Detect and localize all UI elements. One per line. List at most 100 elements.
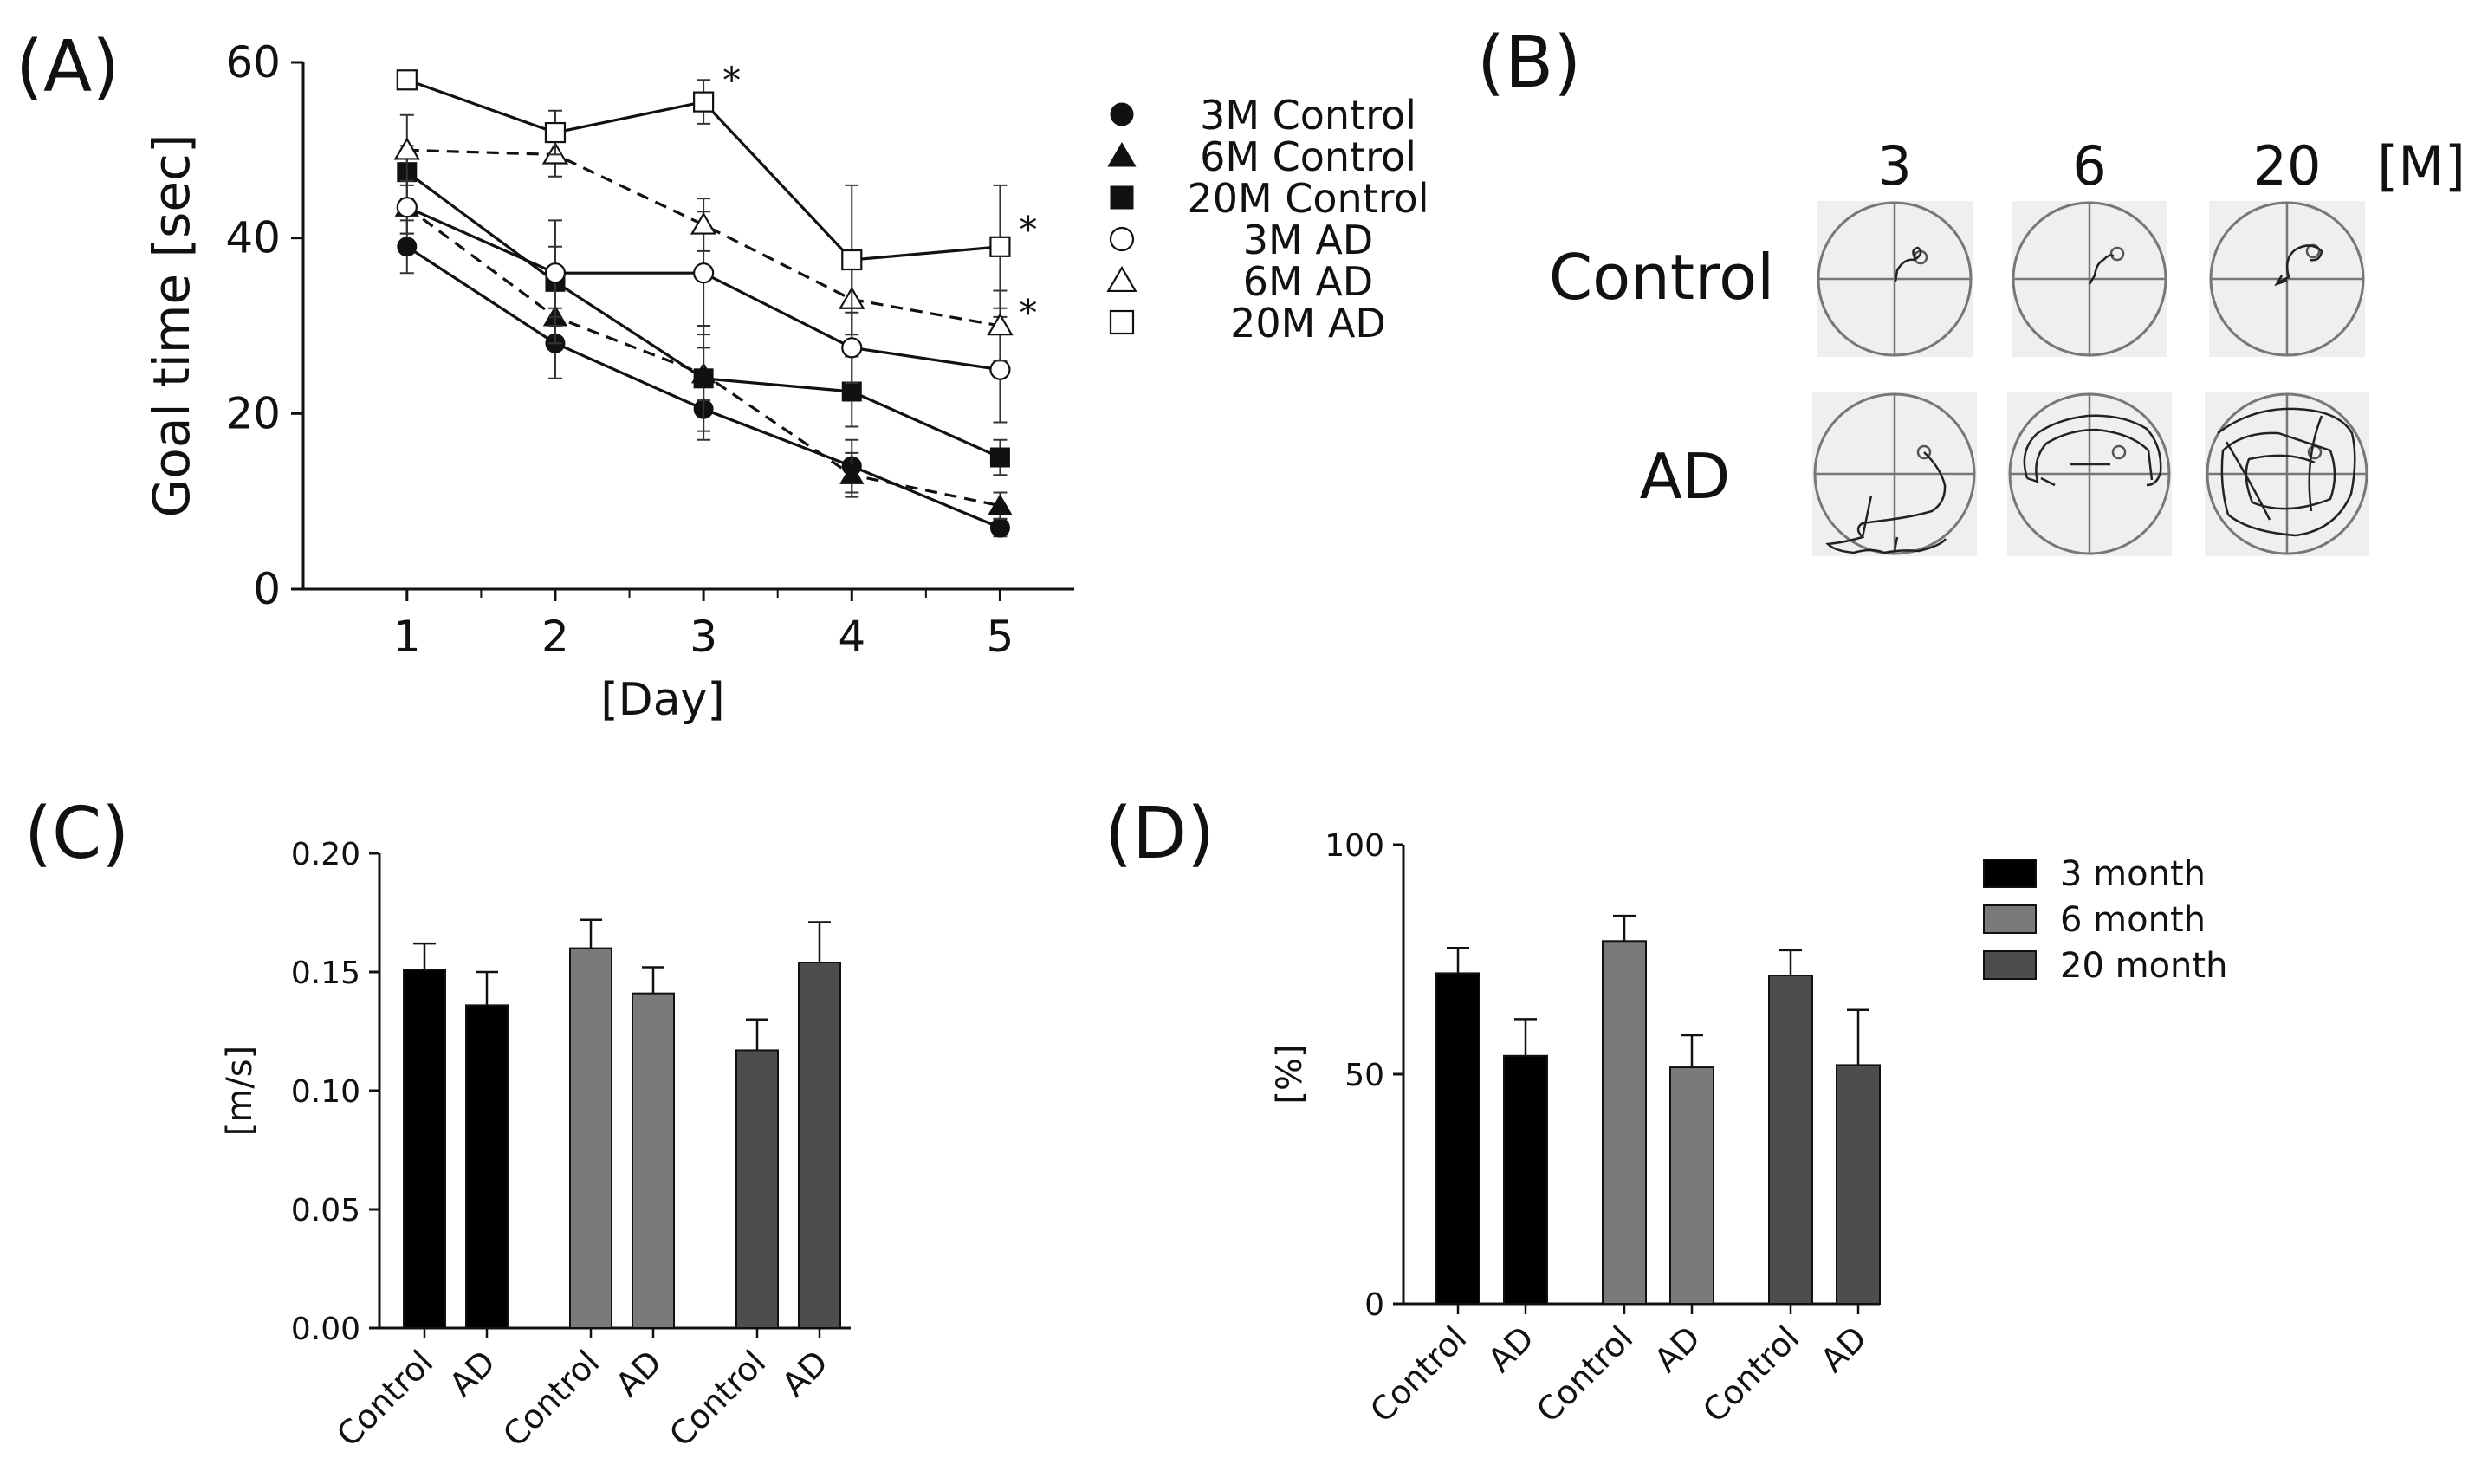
panel-b-label: (B) bbox=[1477, 22, 1581, 104]
panel-d-label: (D) bbox=[1105, 793, 1215, 875]
a-significance-mark: * bbox=[722, 59, 741, 101]
legend-swatch bbox=[1983, 950, 2037, 980]
a-x-tick-label: 3 bbox=[690, 612, 717, 662]
a-data-point bbox=[989, 517, 1010, 538]
legend-swatch bbox=[1983, 859, 2037, 888]
panel-c-label: (C) bbox=[24, 793, 129, 875]
a-data-point bbox=[989, 447, 1010, 468]
x-tick-label: Control bbox=[1695, 1319, 1806, 1429]
a-series-3m-ad bbox=[396, 179, 1011, 424]
a-x-tick-label: 1 bbox=[393, 612, 421, 662]
a-y-tick-label: 60 bbox=[225, 37, 281, 87]
a-data-point bbox=[693, 368, 714, 389]
arena-ad-6m bbox=[2007, 392, 2172, 556]
y-tick-label: 0 bbox=[1364, 1287, 1384, 1323]
a-legend-marker bbox=[1107, 142, 1137, 167]
a-legend-label: 6M AD bbox=[1243, 258, 1373, 305]
x-tick-label: Control bbox=[496, 1343, 606, 1454]
x-tick-label: AD bbox=[1647, 1319, 1707, 1379]
y-tick-label: 0.15 bbox=[291, 956, 360, 991]
bar bbox=[1836, 1064, 1881, 1306]
arena-control-3m bbox=[1817, 201, 1973, 357]
a-data-point bbox=[987, 313, 1014, 336]
legend-label: 20 month bbox=[2060, 946, 2227, 986]
a-data-point bbox=[989, 359, 1011, 380]
bar bbox=[798, 962, 841, 1330]
arena-ad-20m bbox=[2205, 392, 2369, 556]
a-series-20m-ad bbox=[396, 69, 1011, 336]
x-tick-label: AD bbox=[774, 1343, 835, 1403]
bar bbox=[465, 1004, 509, 1329]
a-x-tick-label: 5 bbox=[987, 612, 1014, 662]
col-label-6: 6 bbox=[2072, 134, 2106, 198]
legend-label: 3 month bbox=[2060, 854, 2206, 894]
x-tick-label: Control bbox=[662, 1343, 773, 1454]
row-label-ad: AD bbox=[1640, 440, 1731, 513]
chart-c-speed: 0.000.050.100.150.20[m/s]Control ADContro… bbox=[220, 837, 851, 1455]
y-tick-label: 0.20 bbox=[291, 837, 360, 872]
a-x-axis-label: [Day] bbox=[600, 674, 724, 726]
x-tick-label: Control bbox=[329, 1343, 440, 1454]
a-data-point bbox=[988, 494, 1013, 515]
x-tick-label: Control bbox=[1363, 1319, 1474, 1429]
bar bbox=[1503, 1054, 1548, 1306]
col-label-20: 20 bbox=[2253, 134, 2322, 198]
x-tick-label: AD bbox=[442, 1343, 502, 1403]
a-data-point bbox=[396, 197, 418, 218]
unit-label: [M] bbox=[2377, 134, 2465, 198]
a-data-point bbox=[397, 237, 418, 257]
y-tick-label: 100 bbox=[1325, 828, 1384, 864]
y-axis-label: [m/s] bbox=[220, 1046, 260, 1137]
a-y-tick-label: 20 bbox=[225, 388, 281, 438]
a-y-tick-label: 40 bbox=[225, 213, 281, 263]
a-legend-marker bbox=[1110, 185, 1134, 210]
a-data-point bbox=[841, 337, 863, 359]
a-data-point bbox=[544, 121, 567, 144]
a-x-tick-label: 4 bbox=[838, 612, 865, 662]
a-data-point bbox=[693, 262, 715, 284]
a-data-point bbox=[839, 463, 865, 484]
a-legend-marker bbox=[1106, 265, 1137, 293]
a-legend-marker bbox=[1110, 102, 1134, 126]
row-label-control: Control bbox=[1549, 241, 1774, 314]
a-legend-label: 6M Control bbox=[1200, 133, 1416, 180]
a-data-point bbox=[841, 249, 863, 271]
x-tick-label: AD bbox=[1813, 1319, 1874, 1379]
x-tick-label: Control bbox=[1529, 1319, 1640, 1429]
a-legend-label: 20M AD bbox=[1230, 300, 1386, 347]
bar bbox=[1669, 1066, 1714, 1306]
a-legend-label: 20M Control bbox=[1187, 175, 1429, 222]
arena-control-20m bbox=[2209, 201, 2365, 357]
a-data-point bbox=[393, 137, 421, 160]
a-y-tick-label: 0 bbox=[253, 564, 281, 614]
a-data-point bbox=[396, 69, 418, 91]
x-tick-label: AD bbox=[1480, 1319, 1541, 1379]
a-y-axis-label: Goal time [sec] bbox=[142, 133, 201, 517]
a-significance-mark: * bbox=[1019, 292, 1037, 334]
bar bbox=[1768, 975, 1813, 1306]
a-data-point bbox=[989, 236, 1011, 257]
bar bbox=[403, 969, 446, 1329]
a-data-point bbox=[690, 211, 717, 235]
y-tick-label: 0.10 bbox=[291, 1074, 360, 1110]
a-legend-label: 3M Control bbox=[1200, 92, 1416, 139]
bar bbox=[1435, 972, 1480, 1306]
panel-b-swim-paths: 3 6 20 [M] Control AD bbox=[1549, 134, 2465, 556]
a-significance-mark: * bbox=[1019, 208, 1037, 250]
bar bbox=[569, 947, 612, 1329]
panel-a-label: (A) bbox=[16, 26, 120, 108]
arena-ad-3m bbox=[1812, 392, 1977, 556]
bar bbox=[735, 1049, 779, 1330]
y-tick-label: 50 bbox=[1344, 1058, 1384, 1093]
a-data-point bbox=[544, 262, 567, 284]
bar bbox=[1602, 940, 1647, 1306]
y-tick-label: 0.05 bbox=[291, 1193, 360, 1228]
a-legend-marker bbox=[1109, 226, 1135, 252]
a-data-point bbox=[693, 91, 715, 113]
y-tick-label: 0.00 bbox=[291, 1312, 360, 1347]
a-data-point bbox=[841, 381, 862, 402]
a-legend-label: 3M AD bbox=[1243, 217, 1373, 263]
col-label-3: 3 bbox=[1877, 134, 1911, 198]
